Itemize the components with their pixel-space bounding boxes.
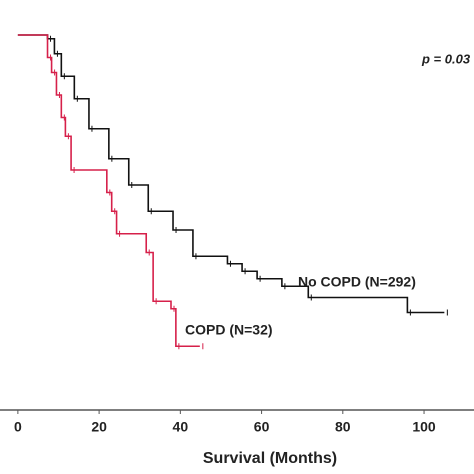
x-axis-label: Survival (Months) (203, 450, 337, 467)
p-value: p = 0.03 (421, 51, 471, 66)
x-tick-label: 40 (173, 419, 189, 435)
x-tick-label: 100 (412, 419, 436, 435)
x-tick-label: 0 (14, 419, 22, 435)
survival-curve (17, 34, 445, 314)
x-tick-label: 80 (335, 419, 351, 435)
survival-curve (17, 34, 200, 348)
x-tick-label: 60 (254, 419, 270, 435)
x-tick-label: 20 (91, 419, 107, 435)
legend-label: No COPD (N=292) (298, 274, 416, 290)
legend-label: COPD (N=32) (185, 322, 273, 338)
